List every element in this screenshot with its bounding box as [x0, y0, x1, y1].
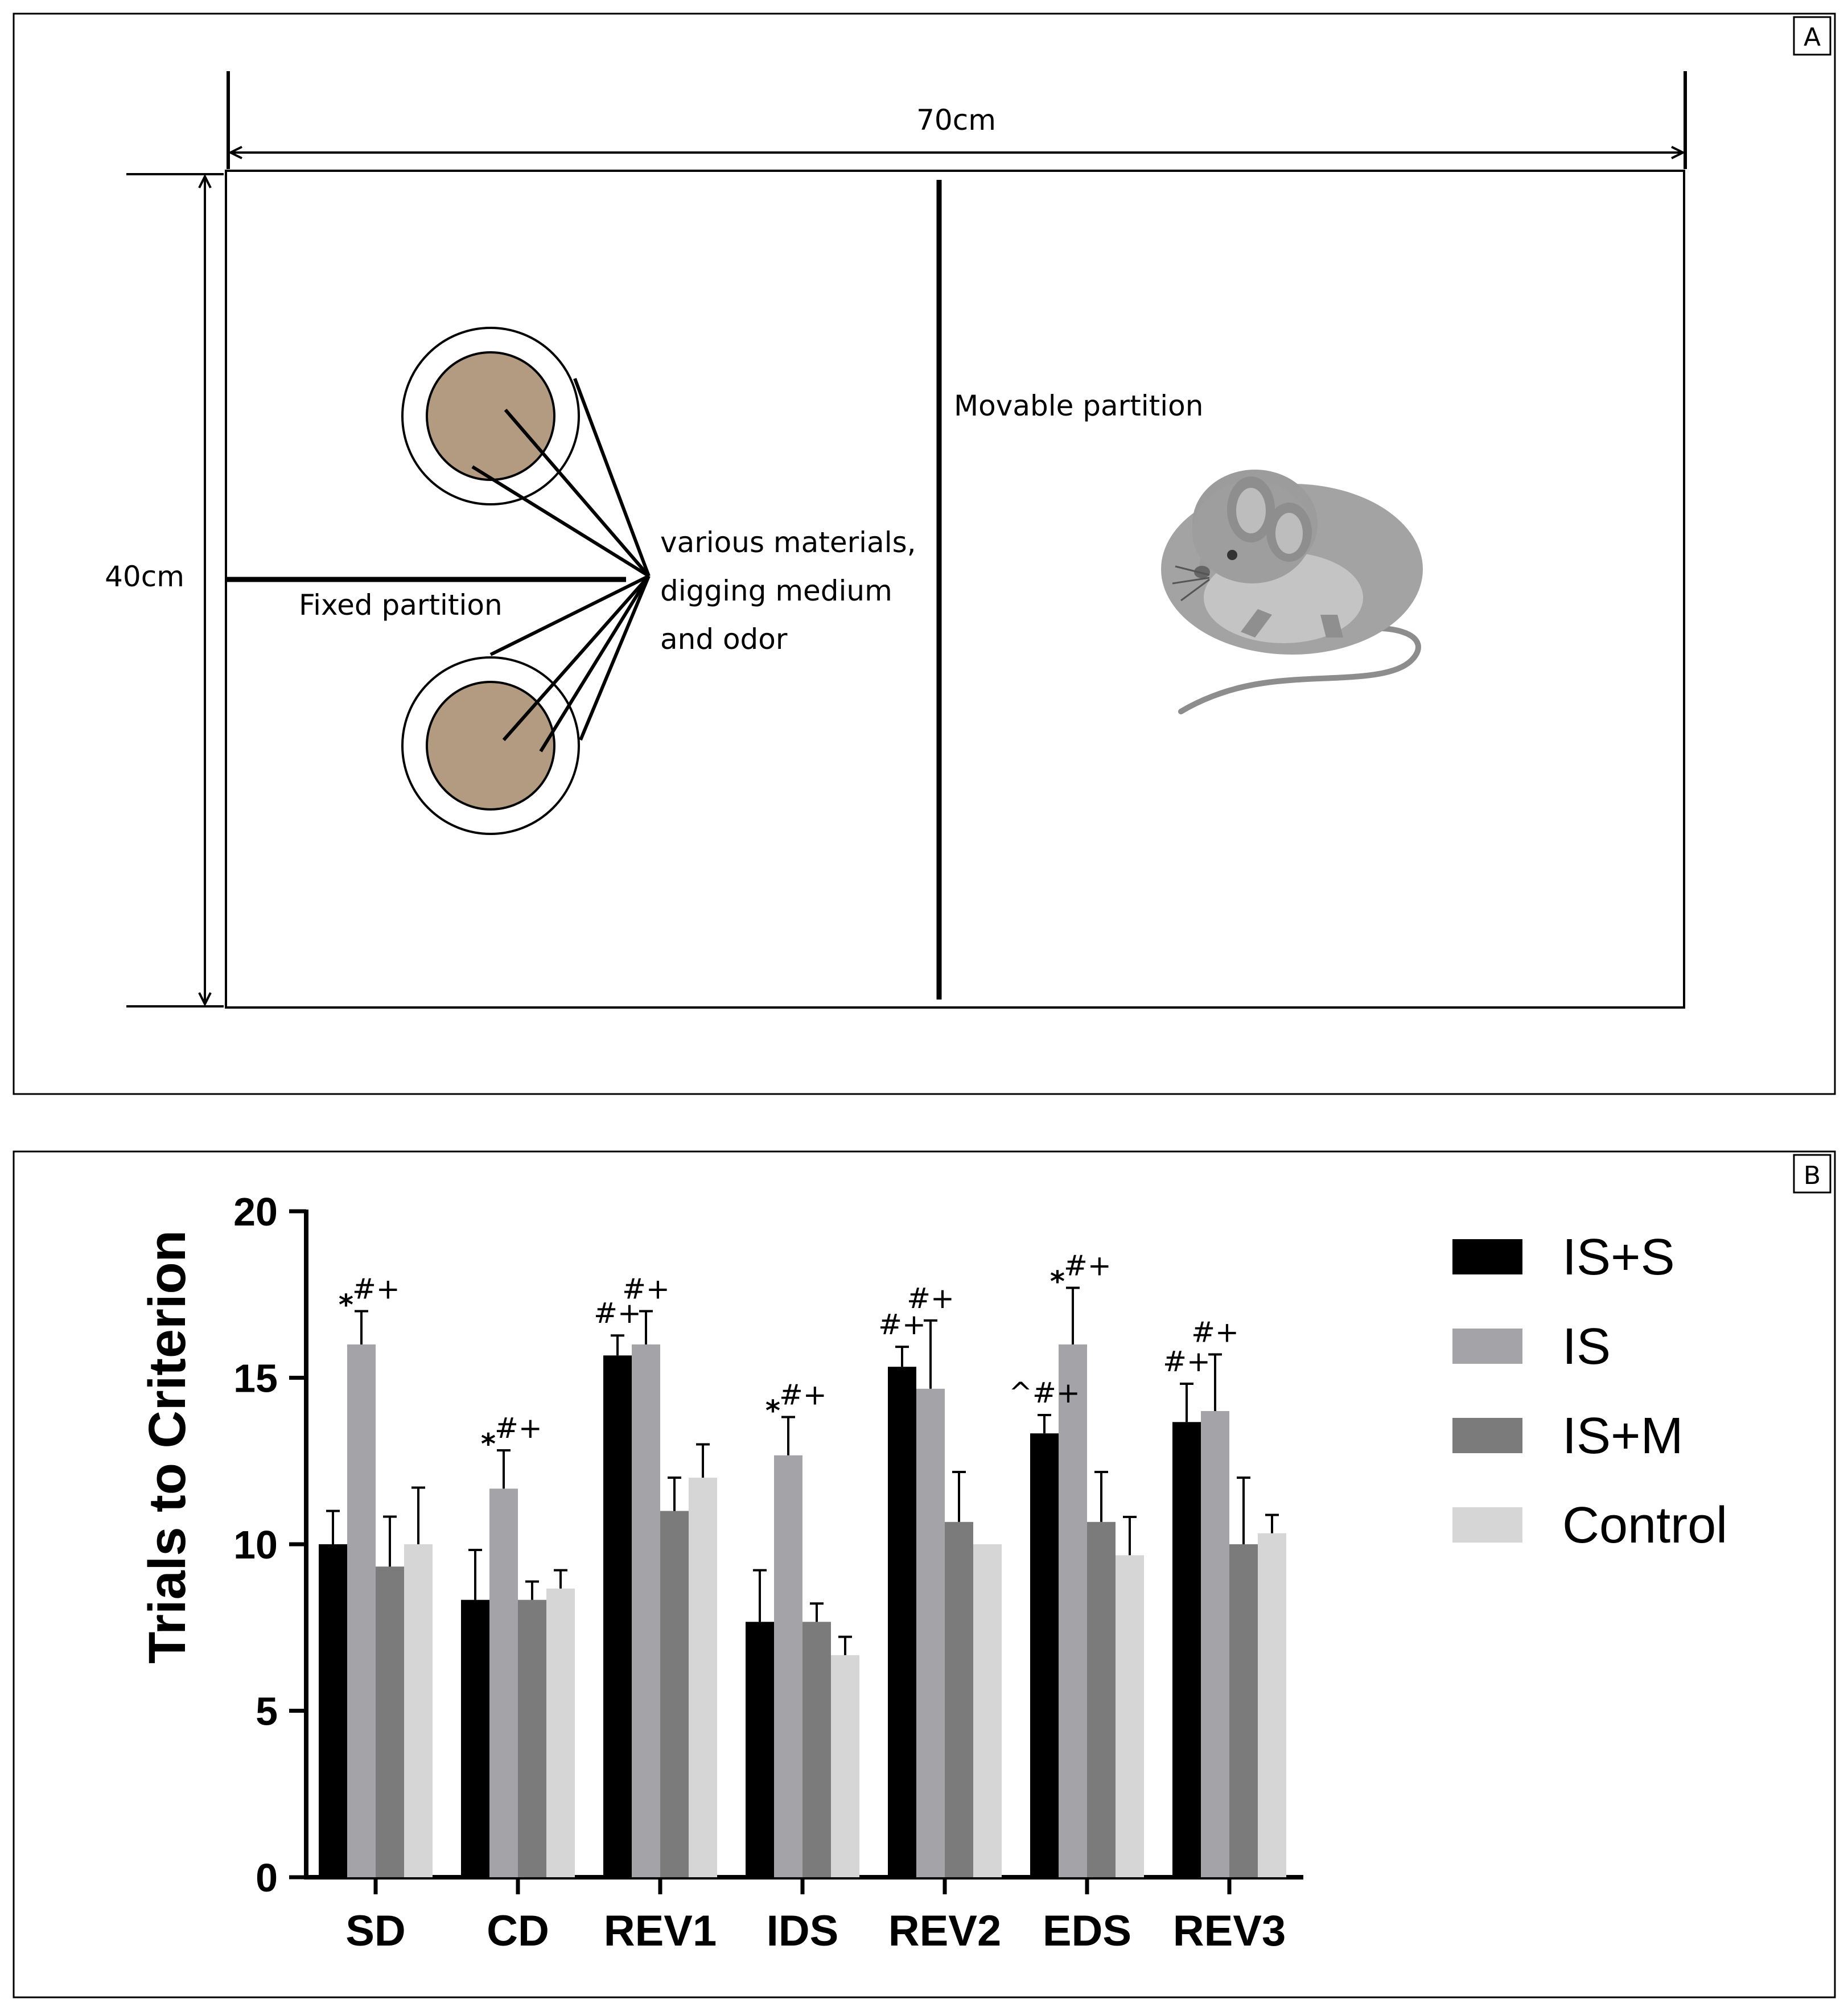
arena-outline — [225, 170, 1685, 1009]
y-tick-label: 5 — [256, 1689, 278, 1734]
bowl-top — [401, 327, 580, 505]
materials-label-line-1: various materials, — [660, 526, 916, 559]
width-label: 70cm — [916, 104, 996, 137]
panel-b-frame — [13, 1150, 1836, 1998]
y-tick-label: 10 — [233, 1523, 278, 1567]
significance-marker: #+ — [907, 1282, 954, 1315]
legend-label-control: Control — [1562, 1497, 1727, 1554]
bar-rev2-is — [916, 1388, 945, 1877]
significance-marker: #+ — [878, 1308, 926, 1341]
bar-eds-is — [1059, 1344, 1087, 1877]
legend-label-ispluss: IS+S — [1562, 1229, 1675, 1286]
significance-star: * — [339, 1289, 353, 1322]
panel-b-letter: B — [1804, 1161, 1821, 1190]
bar-cd-ispluss — [461, 1599, 489, 1877]
bar-rev3-isplusm — [1229, 1544, 1258, 1877]
x-tick-label-cd: CD — [487, 1907, 549, 1955]
bar-ids-ispluss — [746, 1622, 774, 1877]
bar-eds-isplusm — [1087, 1521, 1116, 1877]
x-tick-label-rev1: REV1 — [604, 1907, 717, 1955]
chart-category-labels: SD CD REV1 IDS REV2 EDS REV3 — [345, 1907, 1286, 1955]
significance-marker: #+ — [1191, 1316, 1239, 1349]
chart-annotations: *#+*#+#+#+*#+#+#+^#+*#+#+#+ — [339, 1249, 1239, 1461]
significance-marker: #+ — [1163, 1345, 1211, 1378]
legend-label-is: IS — [1562, 1318, 1611, 1375]
bar-ids-is — [774, 1455, 802, 1877]
y-tick-label: 20 — [233, 1190, 278, 1234]
chart-error-bars — [326, 1286, 1279, 1655]
bar-rev2-ispluss — [888, 1367, 916, 1877]
x-tick-label-eds: EDS — [1043, 1907, 1131, 1955]
bar-sd-isplusm — [376, 1566, 404, 1877]
y-axis-label: Trials to Criterion — [138, 1230, 196, 1664]
bar-cd-control — [546, 1588, 575, 1877]
bar-cd-is — [489, 1488, 518, 1877]
significance-marker: #+ — [352, 1273, 400, 1306]
width-arrow-head-left — [228, 146, 242, 159]
legend-label-isplusm: IS+M — [1562, 1408, 1684, 1465]
height-arrow-head-bottom — [198, 992, 212, 1007]
materials-pointer-lines — [471, 377, 651, 752]
legend-swatch-is — [1452, 1329, 1522, 1364]
bar-sd-is — [347, 1344, 376, 1877]
mouse-illustration — [1161, 470, 1423, 714]
materials-label-line-2: digging medium — [660, 574, 892, 607]
significance-star: * — [481, 1428, 496, 1461]
significance-star: * — [1050, 1265, 1065, 1298]
height-arrow-head-top — [198, 174, 212, 188]
bar-ids-isplusm — [802, 1622, 831, 1877]
x-tick-label-rev2: REV2 — [888, 1907, 1002, 1955]
chart-legend: IS+S IS IS+M Control — [1452, 1229, 1727, 1554]
movable-partition-label: Movable partition — [954, 389, 1203, 422]
height-label: 40cm — [105, 560, 184, 593]
significance-marker: ^#+ — [1009, 1376, 1080, 1409]
panel-b-letter-box — [1793, 1154, 1831, 1194]
panel-a-letter-box — [1793, 16, 1831, 56]
bar-sd-control — [404, 1544, 433, 1877]
legend-swatch-control — [1452, 1507, 1522, 1543]
panel-a: A 70cm 40cm Fixed partition Movable part… — [13, 13, 1836, 1095]
bar-eds-ispluss — [1030, 1433, 1059, 1877]
significance-marker: #+ — [495, 1412, 542, 1445]
bar-sd-ispluss — [319, 1544, 347, 1877]
panel-a-letter: A — [1804, 23, 1821, 52]
significance-marker: #+ — [622, 1273, 670, 1306]
width-arrow-head-right — [1671, 146, 1686, 159]
bar-rev3-control — [1258, 1533, 1286, 1877]
significance-marker: #+ — [1064, 1249, 1112, 1282]
y-tick-label: 0 — [256, 1856, 278, 1900]
x-tick-label-sd: SD — [345, 1907, 406, 1955]
bar-rev1-isplusm — [660, 1511, 689, 1877]
significance-marker: #+ — [594, 1297, 641, 1330]
fixed-partition-label: Fixed partition — [299, 589, 503, 622]
bar-rev1-control — [689, 1478, 717, 1877]
y-tick-label: 15 — [233, 1356, 278, 1401]
materials-label-line-3: and odor — [660, 623, 788, 656]
significance-star: * — [765, 1395, 780, 1428]
significance-marker: #+ — [779, 1379, 827, 1412]
bar-rev1-ispluss — [603, 1355, 632, 1877]
legend-swatch-isplusm — [1452, 1418, 1522, 1453]
panel-a-frame — [13, 13, 1836, 1095]
bar-rev1-is — [632, 1344, 660, 1877]
chart-bars — [319, 1344, 1286, 1877]
bar-ids-control — [831, 1655, 859, 1877]
bar-rev2-control — [973, 1544, 1002, 1877]
bar-rev3-is — [1201, 1411, 1229, 1877]
x-tick-label-ids: IDS — [767, 1907, 839, 1955]
bar-rev2-isplusm — [945, 1521, 973, 1877]
x-tick-label-rev3: REV3 — [1173, 1907, 1286, 1955]
bar-rev3-ispluss — [1172, 1422, 1201, 1877]
bar-cd-isplusm — [518, 1599, 546, 1877]
bar-eds-control — [1116, 1555, 1144, 1877]
legend-swatch-ispluss — [1452, 1239, 1522, 1274]
bowl-bottom — [401, 656, 580, 835]
